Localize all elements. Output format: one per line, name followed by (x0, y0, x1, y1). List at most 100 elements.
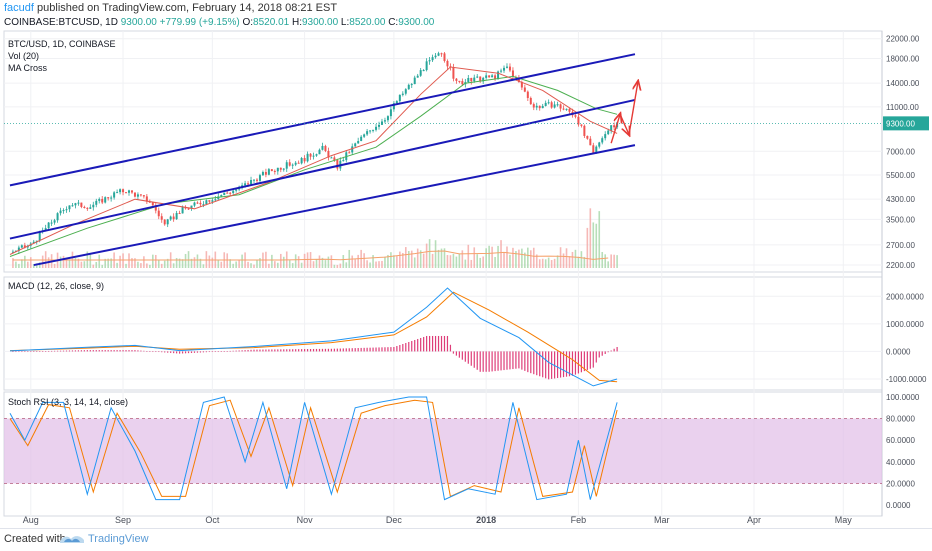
macd-histogram-bar (393, 347, 395, 352)
macd-histogram-bar (598, 351, 600, 358)
candle-body (35, 240, 38, 242)
macd-histogram-bar (312, 348, 315, 352)
macd-histogram-bar (551, 351, 553, 379)
macd-pane-title[interactable]: MACD (12, 26, close, 9) (8, 281, 105, 291)
candle-body (142, 195, 145, 197)
candle-body (550, 102, 553, 108)
volume-bar (134, 258, 136, 268)
volume-bar (538, 259, 541, 268)
macd-histogram-bar (494, 351, 496, 372)
macd-histogram-bar (247, 349, 249, 352)
candle-body (226, 192, 229, 194)
volume-bar (306, 252, 309, 268)
macd-histogram-bar (321, 348, 324, 352)
volume-bar (419, 250, 422, 268)
open-label: O: (242, 17, 254, 28)
candle-body (544, 102, 547, 106)
volume-bar (613, 254, 615, 268)
volume-bar (271, 254, 273, 268)
volume-bar (35, 263, 38, 268)
volume-bar (601, 251, 604, 268)
candle-body (568, 108, 571, 112)
volume-indicator-label[interactable]: Vol (20) (8, 51, 40, 61)
macd-histogram-bar (357, 348, 359, 352)
volume-bar (464, 259, 467, 268)
candle-body (434, 55, 437, 58)
macd-histogram-bar (235, 350, 237, 352)
price-tick-label: 2700.00 (886, 241, 915, 250)
volume-bar (29, 257, 32, 268)
macd-histogram-bar (577, 351, 580, 374)
volume-bar (518, 249, 520, 268)
macd-histogram-bar (482, 351, 484, 372)
macd-histogram-bar (568, 351, 571, 377)
candle-body (110, 197, 113, 199)
volume-bar (196, 254, 199, 268)
volume-bar (38, 262, 41, 268)
macd-histogram-bar (143, 350, 145, 352)
volume-ma-line (12, 250, 609, 261)
tradingview-logo-icon (60, 536, 84, 543)
candle-body (476, 76, 479, 78)
candle-body (157, 210, 160, 217)
volume-bar (77, 258, 80, 268)
volume-bar (532, 247, 535, 268)
candle-body (494, 75, 497, 79)
macd-histogram-bar (476, 351, 478, 370)
macd-histogram-bar (71, 350, 74, 352)
candle-body (175, 213, 178, 220)
candle-body (294, 162, 297, 165)
volume-bar (300, 262, 303, 268)
channel-line-2 (9, 98, 636, 240)
macd-line (9, 287, 618, 387)
candle-body (422, 70, 425, 72)
macd-histogram-bar (414, 339, 416, 352)
candle-body (17, 247, 20, 251)
macd-histogram-bar (408, 341, 410, 352)
candle-body (395, 101, 398, 104)
footer-bar: Created with TradingView (0, 528, 932, 551)
volume-bar (503, 252, 505, 268)
candle-body (348, 152, 351, 154)
volume-bar (104, 258, 106, 268)
volume-bar (544, 259, 547, 268)
volume-bar (59, 256, 62, 268)
volume-bar (92, 264, 95, 268)
candle-body (309, 153, 312, 157)
candle-body (407, 84, 410, 90)
candle-body (44, 228, 47, 231)
volume-bar (482, 256, 484, 268)
candle-body (354, 143, 357, 147)
volume-bar (384, 256, 386, 268)
volume-bar (181, 259, 184, 268)
macd-histogram-bar (226, 351, 228, 352)
last-price: 9300.00 (120, 17, 157, 28)
volume-bar (494, 256, 496, 268)
macd-histogram-bar (434, 335, 437, 352)
macd-histogram-bar (503, 351, 505, 371)
author-name[interactable]: facudf (4, 2, 34, 14)
stoch-rsi-pane-title[interactable]: Stoch RSI (3, 3, 14, 14, close) (8, 397, 129, 407)
candle-body (258, 175, 261, 181)
ma-cross-indicator-label[interactable]: MA Cross (8, 63, 48, 73)
macd-histogram-bar (241, 350, 243, 352)
macd-tick-label: 0.0000 (886, 347, 911, 356)
stoch-k-line (9, 396, 618, 501)
tradingview-brand[interactable]: TradingView (88, 533, 149, 545)
candle-body (523, 87, 526, 92)
volume-bar (137, 261, 139, 268)
macd-histogram-bar (27, 351, 29, 353)
volume-bar (220, 261, 223, 268)
candle-body (351, 146, 354, 153)
macd-histogram-bar (515, 351, 517, 369)
candle-body (336, 159, 339, 169)
macd-histogram-bar (423, 336, 425, 352)
candle-body (145, 196, 148, 202)
macd-histogram-bar (345, 348, 347, 352)
macd-tick-label: 2000.0000 (886, 292, 924, 301)
volume-bar (598, 211, 601, 268)
volume-bar (83, 261, 86, 268)
macd-histogram-bar (449, 344, 452, 352)
macd-histogram-bar (384, 347, 386, 352)
chart-canvas[interactable]: Aug Sep Oct Nov Dec 2018 Feb Mar Apr May 2200.00 27… (0, 0, 932, 528)
